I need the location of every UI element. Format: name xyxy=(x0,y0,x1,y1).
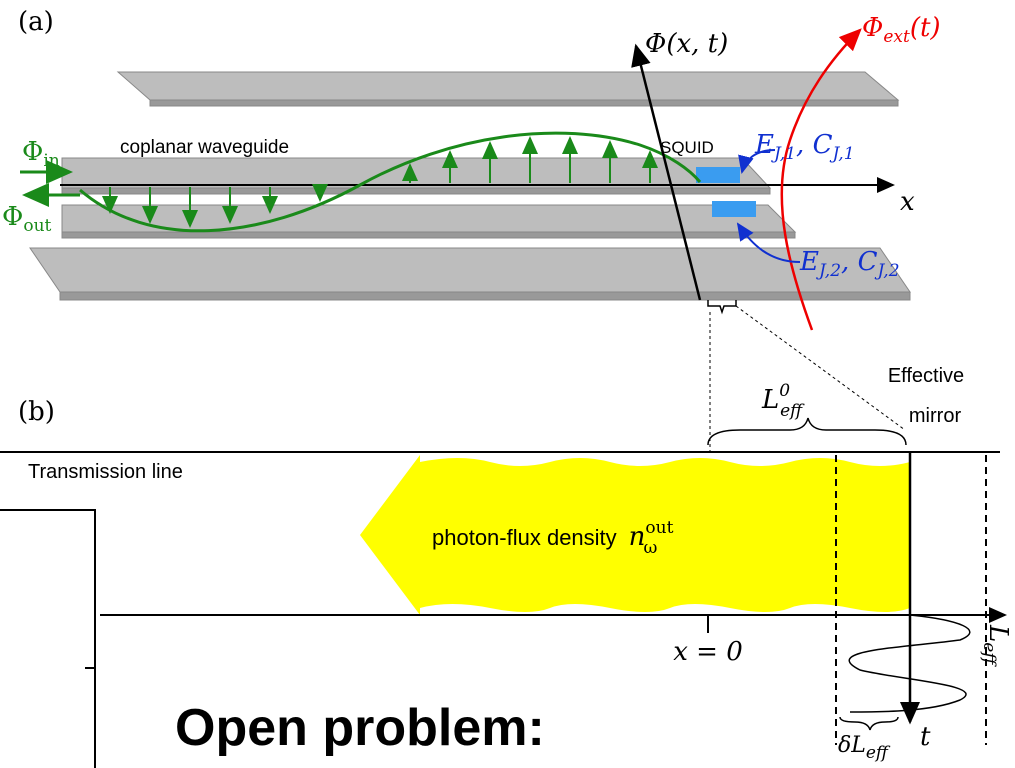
text-part: J,1 xyxy=(829,144,854,164)
inset-frame xyxy=(0,510,95,768)
text-part: out xyxy=(23,216,51,236)
squid-label: SQUID xyxy=(660,138,714,157)
text-part: L xyxy=(983,624,1013,642)
phi-label: Φ(x, t) xyxy=(645,29,728,59)
delta-l-label: δLeff xyxy=(838,733,891,763)
small-brace xyxy=(840,717,898,730)
junction-2-label: EJ,2, CJ,2 xyxy=(799,247,900,281)
text-part: ext xyxy=(883,27,910,47)
figure: (a) Φ(x, t) Φext(t) Φin Φout coplanar wa… xyxy=(0,0,1015,768)
text-part: Φ xyxy=(2,202,23,232)
l-eff-label: Leff xyxy=(979,624,1013,667)
transmission-label: Transmission line xyxy=(28,461,183,483)
text-part: out xyxy=(645,518,673,538)
text-part: Φ xyxy=(862,13,883,43)
text-part: Φ xyxy=(645,29,666,59)
text-part: , xyxy=(841,247,858,277)
text-part: E xyxy=(799,247,819,277)
squid-junction-1 xyxy=(696,167,740,183)
text-part: eff xyxy=(979,642,999,667)
origin-label: x = 0 xyxy=(673,637,743,667)
text-part: J,2 xyxy=(816,261,841,281)
panel-label: (a) xyxy=(18,7,54,37)
text-part: eff xyxy=(866,743,891,763)
mirror-label: mirror xyxy=(909,405,962,427)
small-brace xyxy=(708,300,736,312)
junction-1-label: EJ,1, CJ,1 xyxy=(754,130,855,164)
brace xyxy=(708,418,906,445)
text-part: eff xyxy=(780,401,805,421)
text-part: in xyxy=(43,151,59,171)
text-part: J,1 xyxy=(771,144,796,164)
phi-in-label: Φin xyxy=(22,137,60,171)
text-part: C xyxy=(858,247,878,277)
squid-junction-2 xyxy=(712,201,756,217)
panel-label: (b) xyxy=(18,397,55,427)
text-part: ω xyxy=(643,538,657,558)
text-part: J,2 xyxy=(874,261,899,281)
text-part: , xyxy=(796,130,813,160)
x-label: x xyxy=(900,187,915,217)
phi-out-label: Φout xyxy=(2,202,52,236)
text-part: photon-flux density xyxy=(432,525,617,550)
t-label: t xyxy=(920,722,931,752)
text-part: (x, t) xyxy=(666,29,728,59)
mirror-label: Effective xyxy=(888,365,964,387)
text-part: Φ xyxy=(22,137,43,167)
overlay-title: Open problem: xyxy=(175,699,545,757)
waveguide-label: coplanar waveguide xyxy=(120,137,289,158)
text-part: C xyxy=(813,130,833,160)
text-part: E xyxy=(754,130,774,160)
text-part: 0 xyxy=(779,381,790,401)
text-part: δL xyxy=(838,733,866,758)
text-part: (t) xyxy=(910,13,941,43)
phi-ext-label: Φext(t) xyxy=(862,13,941,47)
text-part: L xyxy=(761,385,779,415)
